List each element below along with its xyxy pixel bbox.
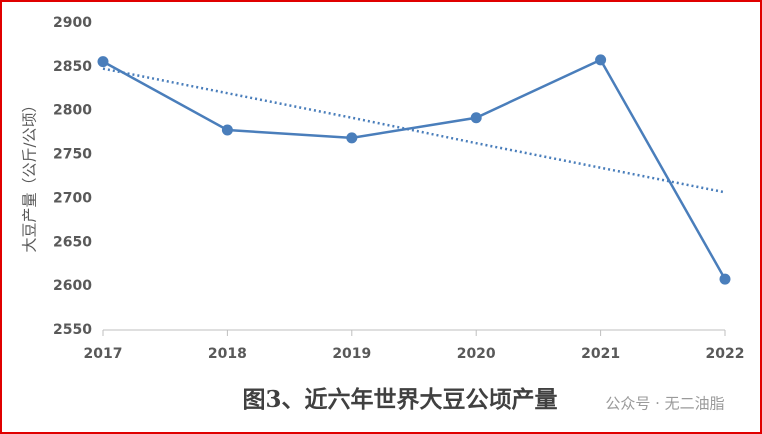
y-tick-label: 2900 <box>53 15 92 31</box>
y-tick-label: 2850 <box>53 59 92 75</box>
point <box>719 273 731 285</box>
y-tick-label: 2650 <box>53 234 92 250</box>
y-tick-label: 2550 <box>53 322 92 338</box>
x-tick-label: 2020 <box>457 346 496 362</box>
point <box>470 112 482 124</box>
point <box>97 56 109 68</box>
y-tick-label: 2800 <box>53 103 92 119</box>
y-tick-label: 2750 <box>53 147 92 163</box>
x-tick-label: 2018 <box>208 346 247 362</box>
trend-line <box>102 67 726 194</box>
y-tick-label: 2600 <box>53 278 92 294</box>
point <box>595 54 607 66</box>
x-tick-label: 2022 <box>706 346 745 362</box>
point <box>221 124 233 136</box>
x-tick-label: 2017 <box>84 346 123 362</box>
x-tick-label: 2021 <box>581 346 620 362</box>
chart-title: 图3、近六年世界大豆公顷产量 <box>242 386 557 413</box>
series-line <box>102 58 727 280</box>
y-tick-label: 2700 <box>53 190 92 206</box>
y-axis-label: 大豆产量（公斤/公顷） <box>21 97 39 252</box>
watermark: 公众号 · 无二油脂 <box>605 395 724 413</box>
point <box>346 132 358 144</box>
x-tick-label: 2019 <box>332 346 371 362</box>
